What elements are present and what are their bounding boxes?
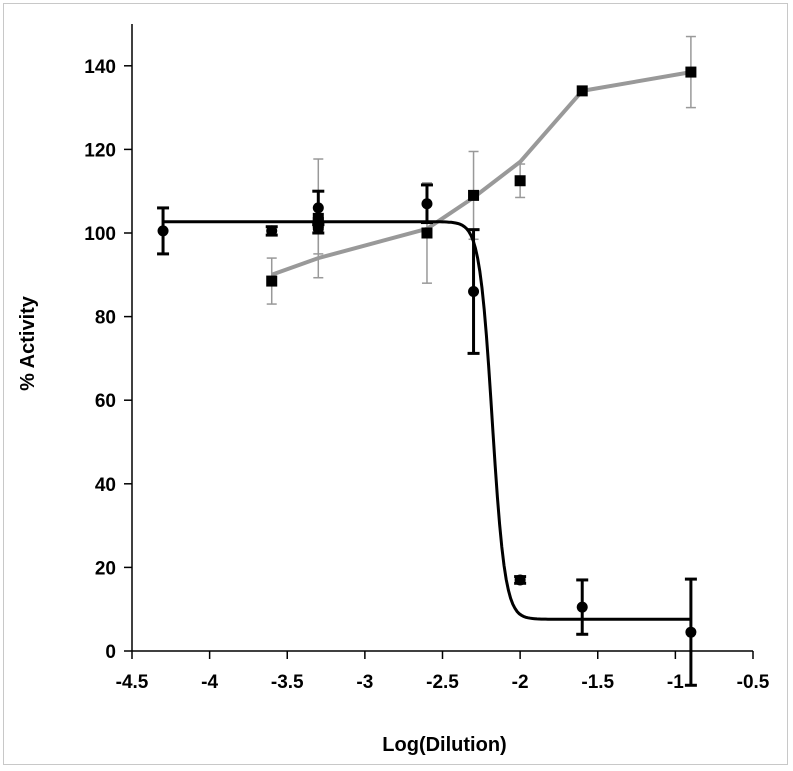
square-data-point (514, 175, 526, 187)
circle-data-point (266, 225, 278, 237)
x-tick-label: -1 (667, 672, 684, 693)
circle-data-point (312, 202, 324, 214)
y-tick-label: 80 (95, 308, 116, 329)
square-data-point (312, 217, 324, 229)
y-tick-label: 20 (95, 558, 116, 579)
dose-response-chart: -4.5 -4 -3.5 -3 -2.5 -2 -1.5 -1 -0.5 0 20 40 60 80 10… (17, 24, 770, 756)
y-tick-label: 40 (95, 475, 116, 496)
y-ticks: 0 20 40 60 80 100 120 140 (84, 57, 132, 663)
series-layer (157, 35, 697, 687)
chart-frame: -4.5 -4 -3.5 -3 -2.5 -2 -1.5 -1 -0.5 0 20 40 60 80 10… (3, 3, 788, 765)
y-tick-label: 140 (84, 57, 116, 78)
x-tick-label: -1.5 (581, 672, 614, 693)
x-tick-label: -4.5 (116, 672, 149, 693)
y-tick-label: 100 (84, 224, 116, 245)
series-square-line (271, 70, 692, 277)
circle-data-point (157, 225, 169, 237)
square-data-point (421, 227, 433, 239)
x-tick-label: -0.5 (737, 672, 770, 693)
y-axis-title: % Activity (17, 295, 39, 391)
x-tick-label: -3.5 (271, 672, 304, 693)
y-tick-label: 120 (84, 140, 116, 161)
x-tick-label: -4 (201, 672, 218, 693)
square-data-point (266, 275, 278, 287)
square-data-point (685, 66, 697, 78)
circle-data-point (421, 198, 433, 210)
x-axis-title: Log(Dilution) (382, 734, 506, 756)
y-tick-label: 0 (105, 642, 116, 663)
x-tick-label: -3 (356, 672, 373, 693)
circle-data-point (685, 626, 697, 638)
square-data-point (468, 189, 480, 201)
circle-data-point (576, 601, 588, 613)
circle-data-point (468, 286, 480, 298)
x-tick-label: -2.5 (426, 672, 459, 693)
y-tick-label: 60 (95, 391, 116, 412)
x-tick-label: -2 (512, 672, 529, 693)
circle-data-point (312, 223, 324, 235)
circle-data-point (514, 574, 526, 586)
axes (131, 24, 753, 652)
x-ticks: -4.5 -4 -3.5 -3 -2.5 -2 -1.5 -1 -0.5 (116, 651, 770, 693)
square-data-point (576, 85, 588, 97)
